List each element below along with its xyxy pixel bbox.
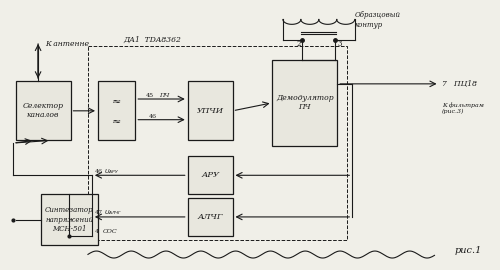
Text: УПЧИ: УПЧИ — [196, 107, 224, 115]
Bar — [188, 198, 232, 236]
Text: 3: 3 — [337, 40, 342, 48]
Bar — [272, 60, 338, 146]
Bar — [98, 81, 136, 140]
Text: ПЧ: ПЧ — [159, 93, 170, 98]
Text: АРУ: АРУ — [201, 171, 219, 179]
Text: 45: 45 — [146, 93, 154, 98]
Text: рис.1: рис.1 — [454, 246, 482, 255]
Text: К фильтрам
(рис.3): К фильтрам (рис.3) — [442, 103, 484, 114]
Text: 7   ПЦ18: 7 ПЦ18 — [442, 80, 477, 88]
Text: Образцовый
контур: Образцовый контур — [354, 11, 401, 29]
Text: 46: 46 — [94, 169, 102, 174]
Text: 46: 46 — [148, 114, 156, 119]
Bar — [188, 81, 232, 140]
Text: 4: 4 — [94, 229, 98, 234]
Text: $U_{АЛЧГ}$: $U_{АЛЧГ}$ — [104, 208, 123, 217]
Bar — [16, 81, 70, 140]
Text: АЛЧГ: АЛЧГ — [198, 213, 223, 221]
Text: Демодулятор
ПЧ: Демодулятор ПЧ — [276, 94, 334, 111]
Bar — [88, 46, 347, 240]
Text: $U_{АРУ}$: $U_{АРУ}$ — [104, 167, 120, 176]
Text: ≈: ≈ — [112, 97, 122, 107]
Bar — [188, 157, 232, 194]
Text: ДА1  TDA8362: ДА1 TDA8362 — [123, 36, 180, 44]
Text: ≈: ≈ — [112, 116, 122, 126]
Bar — [40, 194, 98, 245]
Text: СОС: СОС — [103, 229, 118, 234]
Text: 2: 2 — [296, 40, 300, 48]
Text: 47: 47 — [94, 210, 102, 215]
Text: Селектор
каналов: Селектор каналов — [22, 102, 64, 119]
Text: Синтезатор
напряжений
МСН-501: Синтезатор напряжений МСН-501 — [45, 206, 94, 233]
Text: К антенне: К антенне — [46, 40, 90, 48]
